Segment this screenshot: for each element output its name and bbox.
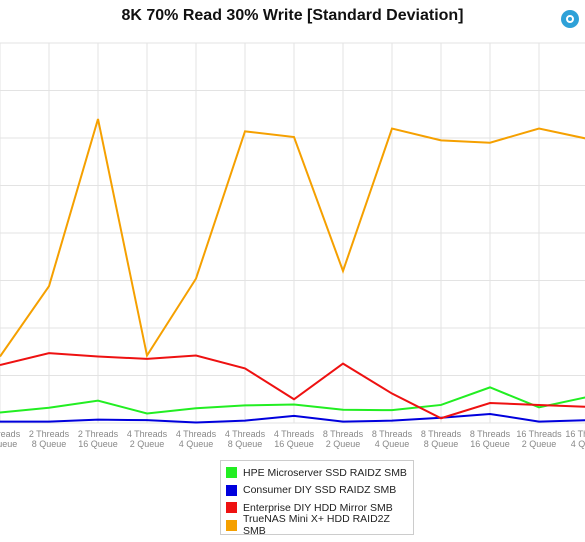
- legend-swatch: [226, 467, 237, 479]
- x-tick-label: 4 Threads: [176, 429, 217, 439]
- x-tick-label: 2 Queue: [522, 439, 557, 449]
- x-tick-label: 16 Threads: [516, 429, 562, 439]
- x-tick-label: 8 Threads: [470, 429, 511, 439]
- x-tick-label: 4 Threads: [225, 429, 266, 439]
- x-tick-label: 16 Queue: [470, 439, 510, 449]
- x-tick-label: 16 Queue: [274, 439, 314, 449]
- chart-legend: HPE Microserver SSD RAIDZ SMB Consumer DI…: [220, 460, 414, 537]
- x-tick-label: 2 Threads: [78, 429, 119, 439]
- x-tick-label: 4 Queue: [571, 439, 585, 449]
- x-tick-label: 8 Threads: [421, 429, 462, 439]
- legend-item: Enterprise DIY HDD Mirror SMB: [226, 499, 413, 517]
- legend-item: HPE Microserver SSD RAIDZ SMB: [226, 464, 413, 482]
- legend-swatch: [226, 484, 237, 496]
- x-tick-label: 8 Queue: [32, 439, 67, 449]
- x-tick-label: 1 Queue: [0, 439, 17, 449]
- x-tick-label: 4 Queue: [179, 439, 214, 449]
- legend-swatch: [226, 502, 237, 514]
- legend-item: Consumer DIY SSD RAIDZ SMB: [226, 482, 413, 500]
- legend-label: Consumer DIY SSD RAIDZ SMB: [243, 484, 397, 497]
- legend-swatch: [226, 519, 237, 531]
- x-tick-label: 16 Queue: [78, 439, 118, 449]
- series-line-1: [0, 412, 585, 424]
- series-line-3: [0, 118, 585, 359]
- x-tick-label: 4 Threads: [274, 429, 315, 439]
- x-tick-label: 2 Threads: [29, 429, 70, 439]
- x-tick-label: 4 Queue: [375, 439, 410, 449]
- x-tick-label: 8 Threads: [372, 429, 413, 439]
- x-tick-label: 8 Queue: [424, 439, 459, 449]
- series-line-0: [0, 386, 585, 415]
- chart-title: 8K 70% Read 30% Write [Standard Deviatio…: [121, 7, 464, 24]
- x-tick-label: 1 Threads: [0, 429, 21, 439]
- x-tick-label: 16 Threads: [565, 429, 585, 439]
- legend-label: TrueNAS Mini X+ HDD RAID2Z SMB: [243, 513, 390, 538]
- x-tick-label: 2 Queue: [326, 439, 361, 449]
- x-tick-label: 8 Queue: [228, 439, 263, 449]
- logo-icon: [561, 10, 579, 28]
- x-tick-label: 8 Threads: [323, 429, 364, 439]
- legend-item: TrueNAS Mini X+ HDD RAID2Z SMB: [226, 513, 413, 537]
- series-line-2: [0, 352, 585, 420]
- legend-label: HPE Microserver SSD RAIDZ SMB: [243, 466, 407, 479]
- x-tick-label: 2 Queue: [130, 439, 165, 449]
- x-tick-label: 4 Threads: [127, 429, 168, 439]
- legend-label: Enterprise DIY HDD Mirror SMB: [243, 501, 393, 514]
